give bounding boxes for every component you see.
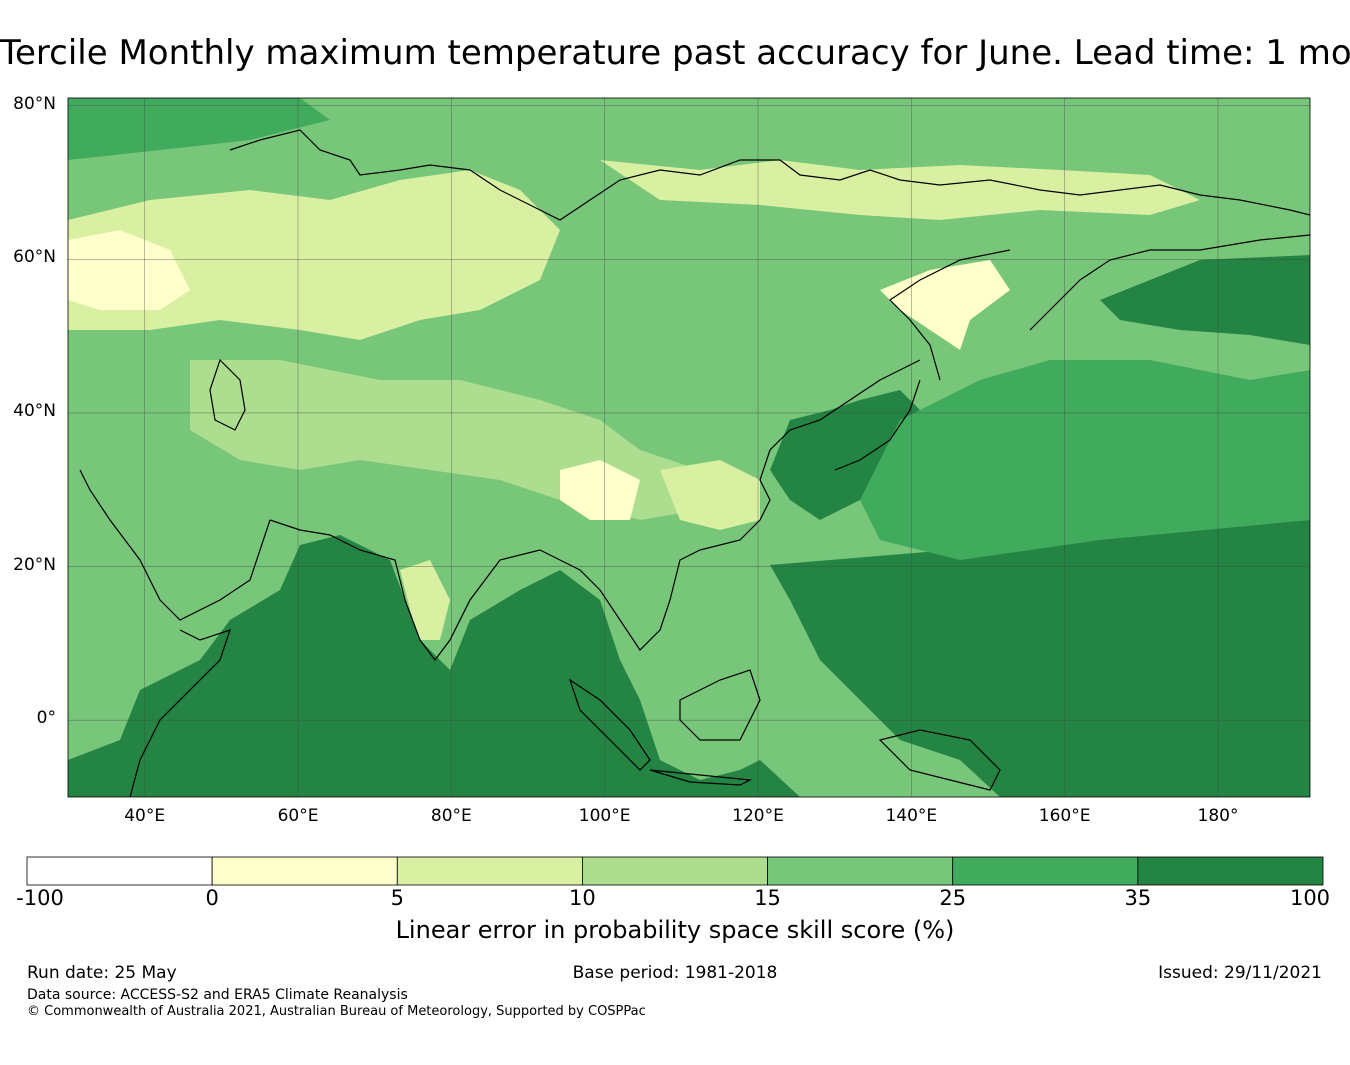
run-date: Run date: 25 May bbox=[27, 963, 177, 983]
coastline-arctic bbox=[229, 129, 1310, 221]
colorbar-tick-label: -100 bbox=[16, 886, 64, 910]
lon-label: 60°E bbox=[277, 806, 319, 826]
lat-label: 40°N bbox=[13, 400, 56, 421]
colorbar-segment bbox=[211, 856, 398, 886]
coastline-java bbox=[649, 769, 753, 786]
issued-date: Issued: 29/11/2021 bbox=[1158, 963, 1322, 983]
colorbar-segment bbox=[582, 856, 768, 886]
coastline-india bbox=[269, 519, 541, 661]
ocean-skill-region-pacific bbox=[770, 520, 1310, 797]
lat-label: 80°N bbox=[13, 93, 56, 114]
lat-label: 60°N bbox=[13, 247, 56, 268]
colorbar-tick-label: 15 bbox=[754, 886, 781, 910]
lon-label: 180° bbox=[1197, 806, 1239, 826]
map-frame bbox=[67, 97, 1311, 798]
base-period: Base period: 1981-2018 bbox=[572, 963, 778, 983]
colorbar-segment bbox=[26, 856, 213, 886]
skill-region-north-atlantic bbox=[68, 98, 330, 160]
colorbar-segment bbox=[1137, 856, 1324, 886]
coastline-arabia bbox=[79, 469, 271, 621]
coastline-east-asia bbox=[539, 359, 921, 651]
colorbar-segment bbox=[767, 856, 954, 886]
skill-region-russia-west bbox=[68, 170, 560, 340]
ocean-skill-region-north-pacific bbox=[1100, 255, 1310, 345]
lon-label: 140°E bbox=[885, 806, 938, 826]
lat-label: 0° bbox=[36, 708, 56, 729]
lon-label: 160°E bbox=[1038, 806, 1091, 826]
coastline-kamchatka bbox=[1029, 234, 1310, 331]
coastlines bbox=[79, 129, 1310, 797]
skill-region-europe-pale bbox=[68, 230, 190, 310]
map-title: Tercile Monthly maximum temperature past… bbox=[0, 30, 1350, 76]
skill-region-tibet bbox=[560, 460, 640, 520]
coastline-borneo bbox=[679, 669, 761, 741]
colorbar-tick-label: 5 bbox=[390, 886, 404, 910]
coastline-caspian bbox=[209, 358, 246, 431]
lon-label: 80°E bbox=[430, 806, 472, 826]
skill-region-west-pacific bbox=[860, 360, 1310, 560]
lon-label: 40°E bbox=[124, 806, 166, 826]
colorbar-tick-label: 0 bbox=[205, 886, 219, 910]
lon-label: 120°E bbox=[732, 806, 784, 826]
ocean-skill-region-indian bbox=[68, 535, 800, 797]
colorbar-tick-label: 25 bbox=[939, 886, 967, 910]
coastline-japan bbox=[834, 379, 921, 471]
colorbar-tick-label: 35 bbox=[1124, 886, 1152, 910]
coastline-africa-east bbox=[129, 629, 231, 797]
colorbar-tick-label: 100 bbox=[1289, 886, 1331, 910]
skill-region-okhotsk bbox=[880, 260, 1010, 350]
skill-region-china-east bbox=[660, 460, 760, 530]
coastline-okhotsk bbox=[889, 249, 1011, 381]
colorbar bbox=[26, 856, 1324, 886]
coastline-new-guinea bbox=[878, 729, 1001, 791]
skill-region-india-pale bbox=[400, 560, 450, 640]
copyright: © Commonwealth of Australia 2021, Austra… bbox=[27, 1004, 646, 1019]
skill-region-siberia-north bbox=[600, 160, 1200, 220]
ocean-skill-region-east-china bbox=[770, 390, 930, 520]
graticule bbox=[68, 98, 1310, 797]
colorbar-segment bbox=[396, 856, 583, 886]
map-title-text: Tercile Monthly maximum temperature past… bbox=[0, 33, 1350, 73]
lat-label: 20°N bbox=[13, 554, 56, 575]
map-plot-area bbox=[68, 98, 1310, 797]
colorbar-tick-label: 10 bbox=[569, 886, 596, 910]
coastline-sumatra bbox=[568, 678, 651, 771]
colorbar-label: Linear error in probability space skill … bbox=[395, 916, 955, 944]
lon-label: 100°E bbox=[578, 806, 631, 826]
data-source: Data source: ACCESS-S2 and ERA5 Climate … bbox=[27, 987, 408, 1003]
colorbar-segment bbox=[952, 856, 1139, 886]
